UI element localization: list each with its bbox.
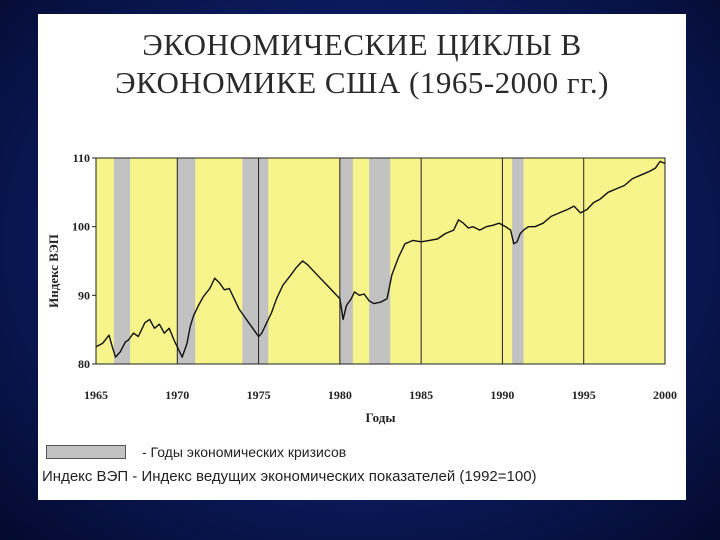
x-axis-label: Годы [366,410,396,425]
chart: 80 90 100 110 1965 1970 1975 1980 1985 1990 1995 20… [46,151,677,425]
x-tick-label-2000: 2000 [653,388,677,402]
y-tick-label-100: 100 [72,220,90,234]
series-line-1 [95,160,666,358]
recession-band-2 [177,158,196,364]
plot-frame [95,157,666,365]
recession-band-6 [512,158,524,364]
y-tick-label-80: 80 [78,357,90,371]
slide: ЭКОНОМИЧЕСКИЕ ЦИКЛЫ В ЭКОНОМИКЕ США (196… [38,14,686,500]
slide-title: ЭКОНОМИЧЕСКИЕ ЦИКЛЫ В ЭКОНОМИКЕ США (196… [38,26,686,102]
x-tick-label-1990: 1990 [490,388,514,402]
legend: - Годы экономических кризисов [46,443,346,461]
title-line-2: ЭКОНОМИКЕ США (1965-2000 гг.) [115,65,609,100]
title-line-1: ЭКОНОМИЧЕСКИЕ ЦИКЛЫ В [142,27,582,62]
x-tick-label-1975: 1975 [247,388,271,402]
x-tick-label-1970: 1970 [165,388,189,402]
legend-swatch-recession [46,445,126,459]
recession-band-1 [113,158,131,364]
x-tick-label-1995: 1995 [572,388,596,402]
y-tick-label-110: 110 [73,151,90,165]
x-tick-label-1965: 1965 [84,388,108,402]
x-tick-label-1985: 1985 [409,388,433,402]
legend-label-recession: - Годы экономических кризисов [142,444,347,460]
y-axis-label: Индекс ВЭП [46,234,61,308]
x-tick-label-1980: 1980 [328,388,352,402]
index-footnote: Индекс ВЭП - Индекс ведущих экономически… [42,468,537,485]
y-tick-label-90: 90 [78,288,90,302]
recession-band-5 [369,158,391,364]
recession-band-4 [339,158,353,364]
